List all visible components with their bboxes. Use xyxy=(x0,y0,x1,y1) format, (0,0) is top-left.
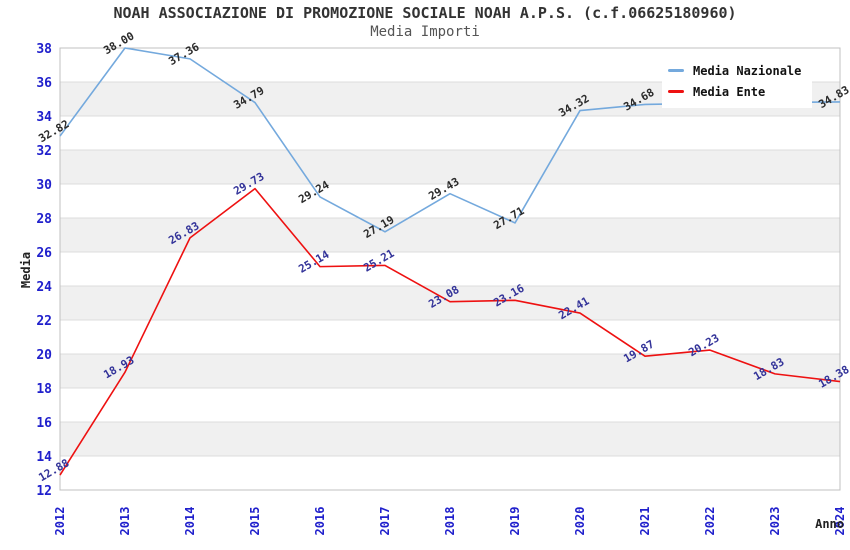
y-tick-label: 18 xyxy=(36,382,52,397)
y-tick-label: 34 xyxy=(36,110,52,125)
x-tick-label: 2017 xyxy=(378,507,392,536)
data-label: 38.00 xyxy=(101,29,136,57)
x-tick-label: 2020 xyxy=(573,507,587,536)
y-tick-label: 24 xyxy=(36,280,52,295)
x-axis-title: Anno xyxy=(815,517,844,531)
y-tick-label: 16 xyxy=(36,416,52,431)
legend-label: Media Nazionale xyxy=(693,63,802,78)
y-tick-label: 38 xyxy=(36,42,52,57)
legend-item-media-ente: Media Ente xyxy=(662,85,812,99)
grid-band xyxy=(60,150,840,184)
media-ente-swatch-icon xyxy=(668,90,684,93)
plot-border xyxy=(59,47,841,491)
x-axis: 2012 2013 2014 2015 2016 2017 2018 2019 2020 2021… xyxy=(53,507,847,536)
x-tick-label: 2016 xyxy=(313,507,327,536)
x-tick-label: 2023 xyxy=(768,507,782,536)
x-tick-label: 2019 xyxy=(508,507,522,536)
y-tick-label: 30 xyxy=(36,178,52,193)
grid-bands xyxy=(60,82,840,456)
legend-label: Media Ente xyxy=(693,84,766,99)
x-tick-label: 2014 xyxy=(183,507,197,536)
grid-band xyxy=(60,354,840,388)
x-tick-label: 2018 xyxy=(443,507,457,536)
media-nazionale-swatch-icon xyxy=(668,69,684,72)
grid-band xyxy=(60,422,840,456)
legend-item-media-nazionale: Media Nazionale xyxy=(662,64,812,78)
x-tick-label: 2024 xyxy=(833,507,847,536)
y-tick-label: 22 xyxy=(36,314,52,329)
y-tick-label: 32 xyxy=(36,144,52,159)
series-line-1 xyxy=(59,187,841,476)
x-tick-label: 2021 xyxy=(638,507,652,536)
x-tick-label: 2013 xyxy=(118,507,132,536)
x-tick-label: 2015 xyxy=(248,507,262,536)
grid-band xyxy=(60,286,840,320)
x-tick-label: 2012 xyxy=(53,507,67,536)
y-tick-label: 20 xyxy=(36,348,52,363)
grid-band xyxy=(60,218,840,252)
y-tick-label: 28 xyxy=(36,212,52,227)
x-tick-label: 2022 xyxy=(703,507,717,536)
legend: Media Nazionale Media Ente xyxy=(662,54,812,108)
y-tick-label: 14 xyxy=(36,450,52,465)
y-tick-label: 36 xyxy=(36,76,52,91)
y-axis-title: Media xyxy=(19,251,33,289)
y-tick-label: 26 xyxy=(36,246,52,261)
chart-subtitle: Media Importi xyxy=(370,24,480,40)
chart-title: NOAH ASSOCIAZIONE DI PROMOZIONE SOCIALE … xyxy=(113,4,737,22)
y-tick-label: 12 xyxy=(36,484,52,499)
